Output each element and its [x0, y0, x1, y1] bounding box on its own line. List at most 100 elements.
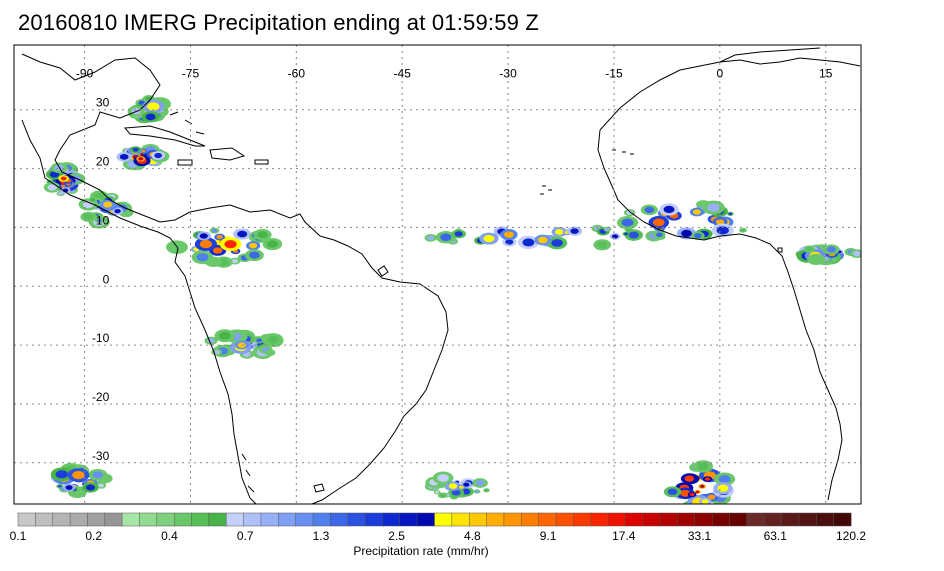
- colorbar-swatch: [781, 512, 800, 527]
- precip-core: [439, 493, 446, 498]
- lat-tick-label: -10: [92, 331, 110, 345]
- precip-core: [154, 152, 163, 159]
- precip-core: [114, 208, 121, 214]
- colorbar: 0.1 0.2 0.4 0.7 1.3 2.5 4.8 9.1 17.4 33.1 63.1 120.…: [10, 512, 866, 543]
- precip-core: [624, 232, 628, 236]
- coastline-mediterranean: [719, 47, 821, 63]
- precip-core: [474, 490, 479, 493]
- precip-core: [626, 210, 633, 215]
- colorbar-swatch: [607, 512, 626, 527]
- precip-core: [692, 209, 701, 215]
- precip-core: [707, 494, 716, 500]
- colorbar-tick-label: 9.1: [540, 529, 557, 543]
- precip-core: [689, 492, 695, 497]
- map-frame: [13, 44, 862, 505]
- precip-core: [663, 205, 675, 214]
- coastline-north-america: [21, 53, 321, 237]
- colorbar-swatch: [625, 512, 644, 527]
- colorbar-swatch: [746, 512, 765, 527]
- precip-core: [652, 218, 665, 227]
- precip-core: [667, 488, 678, 496]
- precip-core: [448, 483, 458, 489]
- precip-core: [695, 490, 700, 494]
- precip-core: [249, 242, 258, 249]
- coastline-bioko: [777, 247, 783, 253]
- coastline-chile-islands: [241, 453, 255, 493]
- colorbar-swatch: [798, 512, 817, 527]
- colorbar-swatch: [729, 512, 748, 527]
- colorbar-swatch: [416, 512, 435, 527]
- precipitation-layer: [43, 94, 861, 504]
- precip-core: [718, 475, 731, 484]
- precip-core: [463, 482, 470, 487]
- colorbar-swatch: [87, 512, 106, 527]
- colorbar-swatch: [156, 512, 175, 527]
- lon-tick-label: -45: [394, 66, 412, 80]
- precip-core: [644, 206, 655, 214]
- colorbar-swatch: [590, 512, 609, 527]
- precip-core: [503, 231, 514, 238]
- precip-core: [621, 218, 634, 227]
- precip-core: [811, 256, 822, 263]
- colorbar-swatch: [173, 512, 192, 527]
- precip-core: [570, 228, 579, 234]
- colorbar-swatch: [191, 512, 210, 527]
- coastline-hispaniola: [209, 147, 246, 161]
- colorbar-swatch: [711, 512, 730, 527]
- precip-cluster-central-america: [78, 190, 134, 229]
- precip-core: [138, 157, 144, 161]
- precip-cluster-south-atlantic-front: [663, 460, 736, 504]
- precip-cluster-central-africa: [795, 244, 861, 266]
- precip-core: [55, 470, 68, 479]
- colorbar-tick-label: 0.7: [237, 529, 254, 543]
- precip-core: [237, 230, 248, 238]
- precip-core: [57, 484, 62, 488]
- precip-core: [697, 462, 709, 471]
- precip-core: [132, 147, 139, 152]
- coastline-africa: [597, 57, 861, 501]
- precip-core: [85, 484, 96, 491]
- grid-lines: [14, 45, 861, 504]
- precip-core: [700, 484, 705, 488]
- colorbar-swatch: [208, 512, 227, 527]
- precip-core: [656, 232, 663, 237]
- coastline-cuba: [123, 125, 206, 147]
- precip-core: [612, 234, 619, 239]
- coastline-layer: [21, 47, 861, 504]
- lon-tick-label: -30: [499, 66, 517, 80]
- colorbar-tick-label: 0.4: [161, 529, 178, 543]
- precip-core: [701, 499, 709, 504]
- colorbar-swatch: [121, 512, 140, 527]
- precip-core: [826, 246, 836, 253]
- colorbar-swatch: [434, 512, 453, 527]
- lat-tick-label: 10: [96, 213, 110, 227]
- precip-core: [267, 350, 274, 355]
- colorbar-tick-label: 4.8: [464, 529, 481, 543]
- precip-core: [60, 176, 67, 181]
- coastline-falklands: [313, 483, 325, 493]
- precip-core: [740, 228, 746, 232]
- precip-core: [728, 212, 733, 216]
- colorbar-swatch: [573, 512, 592, 527]
- coastline-mexico-pacific: [21, 119, 179, 249]
- precip-core: [715, 219, 725, 225]
- precip-core: [605, 227, 610, 231]
- lat-tick-label: 20: [96, 155, 110, 169]
- colorbar-swatch: [226, 512, 245, 527]
- precip-core: [92, 471, 104, 479]
- colorbar-swatch: [17, 512, 36, 527]
- colorbar-swatch: [347, 512, 366, 527]
- colorbar-swatch: [330, 512, 349, 527]
- precip-core: [704, 477, 711, 481]
- precip-core: [717, 484, 729, 492]
- lon-tick-label: -75: [182, 66, 200, 80]
- precip-core: [522, 238, 535, 247]
- precip-core: [483, 235, 495, 243]
- precip-core: [266, 240, 278, 248]
- coastline-cape-verde: [540, 185, 552, 195]
- lat-tick-label: 0: [103, 272, 110, 286]
- lon-tick-label: 15: [819, 66, 833, 80]
- colorbar-swatch: [816, 512, 835, 527]
- precip-core: [60, 184, 66, 188]
